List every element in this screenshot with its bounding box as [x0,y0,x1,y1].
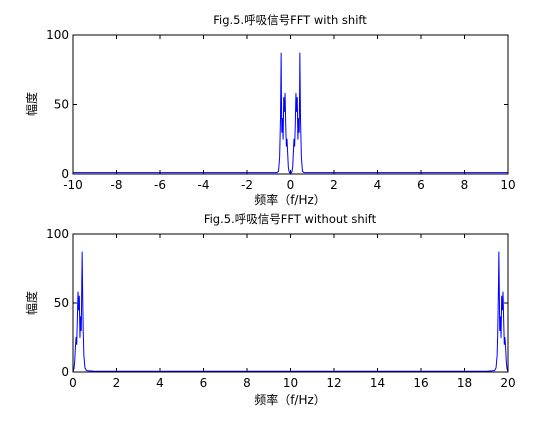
x-tick-label: 0 [69,376,77,390]
x-tick-label: 4 [374,178,382,192]
x-tick-label: 14 [370,376,385,390]
plot-area [73,35,508,174]
axes-box [72,34,509,175]
x-axis-label: 频率（f/Hz） [254,392,326,407]
x-tick-label: -8 [111,178,123,192]
x-tick-label: 4 [156,376,164,390]
y-tick-label: 0 [61,167,69,181]
y-tick-label: 100 [46,227,69,241]
x-tick-label: 18 [457,376,472,390]
x-tick-label: 10 [500,178,515,192]
y-tick-label: 50 [54,98,69,112]
series-group [73,52,508,174]
series-group [72,251,509,372]
series-line [72,251,509,372]
x-tick-label: 10 [283,376,298,390]
x-axis-label: 频率（f/Hz） [254,192,326,207]
subplot-without-shift: Fig.5.呼吸信号FFT without shift 幅度 频率（f/Hz） … [24,212,516,407]
y-axis-label: 幅度 [24,92,39,116]
x-tick-label: 2 [330,178,338,192]
x-tick-label: 8 [243,376,251,390]
y-tick-label: 0 [61,365,69,379]
y-axis-label: 幅度 [24,291,39,315]
plot-title: Fig.5.呼吸信号FFT with shift [213,13,367,27]
x-tick-label: -10 [63,178,83,192]
x-tick-label: -4 [198,178,210,192]
x-tick-label: 20 [500,376,515,390]
x-tick-label: 16 [413,376,428,390]
series-line [73,52,508,174]
y-tick-label: 100 [46,28,69,42]
y-tick-label: 50 [54,296,69,310]
x-tick-label: -6 [154,178,166,192]
subplot-with-shift: Fig.5.呼吸信号FFT with shift 幅度 频率（f/Hz） -10… [24,13,516,207]
x-tick-label: 2 [113,376,121,390]
plot-title: Fig.5.呼吸信号FFT without shift [204,212,377,226]
x-tick-label: 6 [417,178,425,192]
x-tick-label: 8 [461,178,469,192]
x-tick-label: 12 [326,376,341,390]
x-tick-label: 6 [200,376,208,390]
axes-box [72,233,509,373]
x-tick-label: -2 [241,178,253,192]
x-tick-label: 0 [287,178,295,192]
plot-area [73,234,508,372]
